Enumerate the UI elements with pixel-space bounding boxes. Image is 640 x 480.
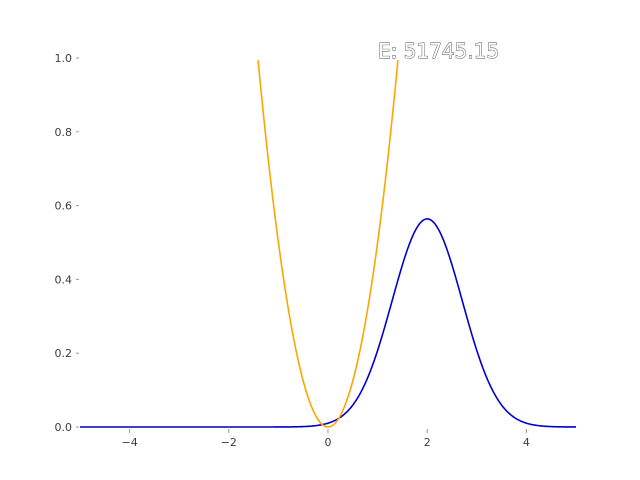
y-tick-label: 0.0 [55,421,73,434]
x-axis: −4 −2 0 2 4 [121,429,530,449]
y-tick-label: 0.2 [55,347,73,360]
y-tick-label: 0.4 [55,273,73,286]
x-tick-label: 4 [523,436,530,449]
parabola-series-line [257,60,399,428]
x-tick-label: −2 [221,436,237,449]
y-axis: 0.0 0.2 0.4 0.6 0.8 1.0 [55,52,79,434]
x-tick-label: 2 [424,436,431,449]
y-tick-label: 1.0 [55,52,73,65]
energy-annotation: E: 51745.15 [378,39,499,63]
gaussian-series-line [80,218,576,428]
series-layer [80,60,576,428]
x-tick-label: −4 [121,436,137,449]
x-tick-label: 0 [325,436,332,449]
y-tick-label: 0.8 [55,126,73,139]
y-tick-label: 0.6 [55,200,73,213]
